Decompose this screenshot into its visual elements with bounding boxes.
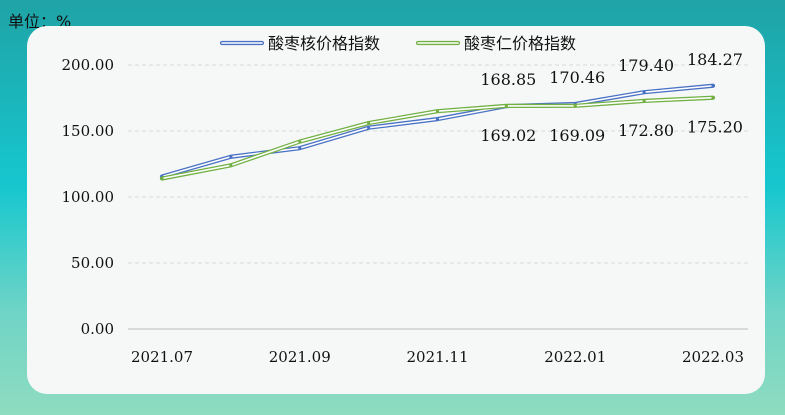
data-point: [229, 155, 233, 159]
data-point: [229, 163, 233, 167]
data-point: [435, 117, 440, 121]
series-2: [159, 95, 716, 181]
series-1: [159, 83, 716, 179]
x-tick-label: 2022.03: [682, 348, 744, 366]
data-label-series-2: 169.02: [480, 126, 536, 145]
data-point: [160, 176, 164, 181]
legend-label: 酸枣核价格指数: [268, 34, 380, 53]
legend-label: 酸枣仁价格指数: [464, 34, 576, 53]
y-tick-label: 0.00: [81, 320, 114, 338]
data-label-series-1: 179.40: [618, 56, 674, 75]
data-point: [435, 109, 440, 113]
x-tick-label: 2021.07: [131, 348, 193, 366]
data-label-series-1: 170.46: [549, 68, 605, 87]
legend-item-1: 酸枣核价格指数: [219, 34, 380, 53]
data-point: [367, 126, 371, 130]
y-tick-label: 150.00: [62, 122, 115, 140]
data-point: [298, 146, 302, 150]
x-tick-label: 2021.11: [406, 348, 468, 366]
x-tick-label: 2022.01: [544, 348, 606, 366]
data-point: [642, 99, 646, 103]
series-lines: [159, 83, 716, 181]
legend: 酸枣核价格指数 酸枣仁价格指数: [219, 34, 576, 53]
data-label-series-1: 168.85: [480, 70, 536, 89]
data-point: [711, 84, 715, 88]
legend-item-2: 酸枣仁价格指数: [415, 34, 576, 53]
y-tick-label: 200.00: [62, 56, 115, 74]
data-point: [298, 139, 302, 144]
data-label-series-1: 184.27: [687, 50, 743, 69]
chart-card: [27, 26, 765, 394]
x-tick-label: 2021.09: [269, 348, 331, 366]
data-point: [642, 90, 646, 94]
data-point: [504, 104, 508, 108]
y-axis-ticks: 0.00 50.00 100.00 150.00 200.00: [62, 56, 115, 338]
data-point: [711, 96, 715, 100]
data-point: [367, 121, 371, 125]
data-labels: 168.85 170.46 179.40 184.27 169.02 169.09 172.…: [480, 50, 743, 145]
data-label-series-2: 172.80: [618, 121, 674, 140]
gridlines: [128, 64, 748, 330]
y-tick-label: 100.00: [62, 188, 115, 206]
data-label-series-2: 169.09: [549, 126, 605, 145]
y-tick-label: 50.00: [71, 254, 114, 272]
x-axis-ticks: 2021.07 2021.09 2021.11 2022.01 2022.03: [131, 348, 744, 366]
data-label-series-2: 175.20: [687, 118, 743, 137]
data-point: [573, 104, 577, 108]
